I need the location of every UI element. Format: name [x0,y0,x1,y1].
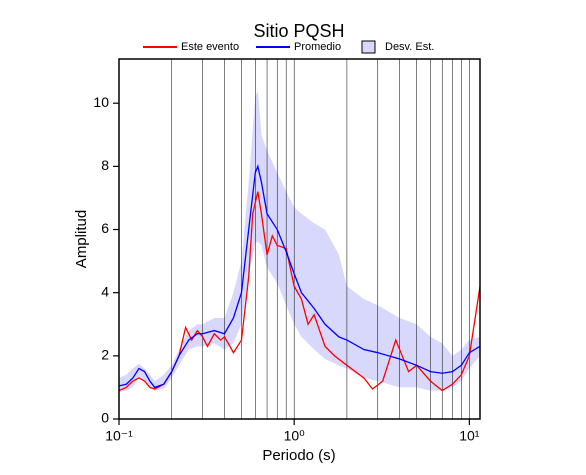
x-tick-label: 10¹ [459,428,480,444]
y-tick-label: 6 [101,220,109,236]
legend-label: Promedio [294,41,341,53]
y-tick-label: 10 [93,94,109,110]
line [118,164,481,389]
legend-label: Desv. Est. [385,41,434,53]
legend-label: Este evento [181,41,239,53]
std-band [119,90,480,393]
chart-title: Sitio PQSH [253,21,344,41]
plot-frame [118,58,481,420]
y-tick-label: 4 [101,283,109,299]
x-axis-label: Periodo (s) [262,447,335,464]
y-tick-label: 2 [101,347,109,363]
y-axis-label: Amplitud [73,210,90,268]
x-tick-label: 10⁻¹ [105,428,133,444]
legend-swatch [361,40,376,54]
y-tick-label: 8 [101,157,109,173]
x-tick-label: 10⁰ [284,428,306,444]
y-tick-label: 0 [101,410,109,426]
